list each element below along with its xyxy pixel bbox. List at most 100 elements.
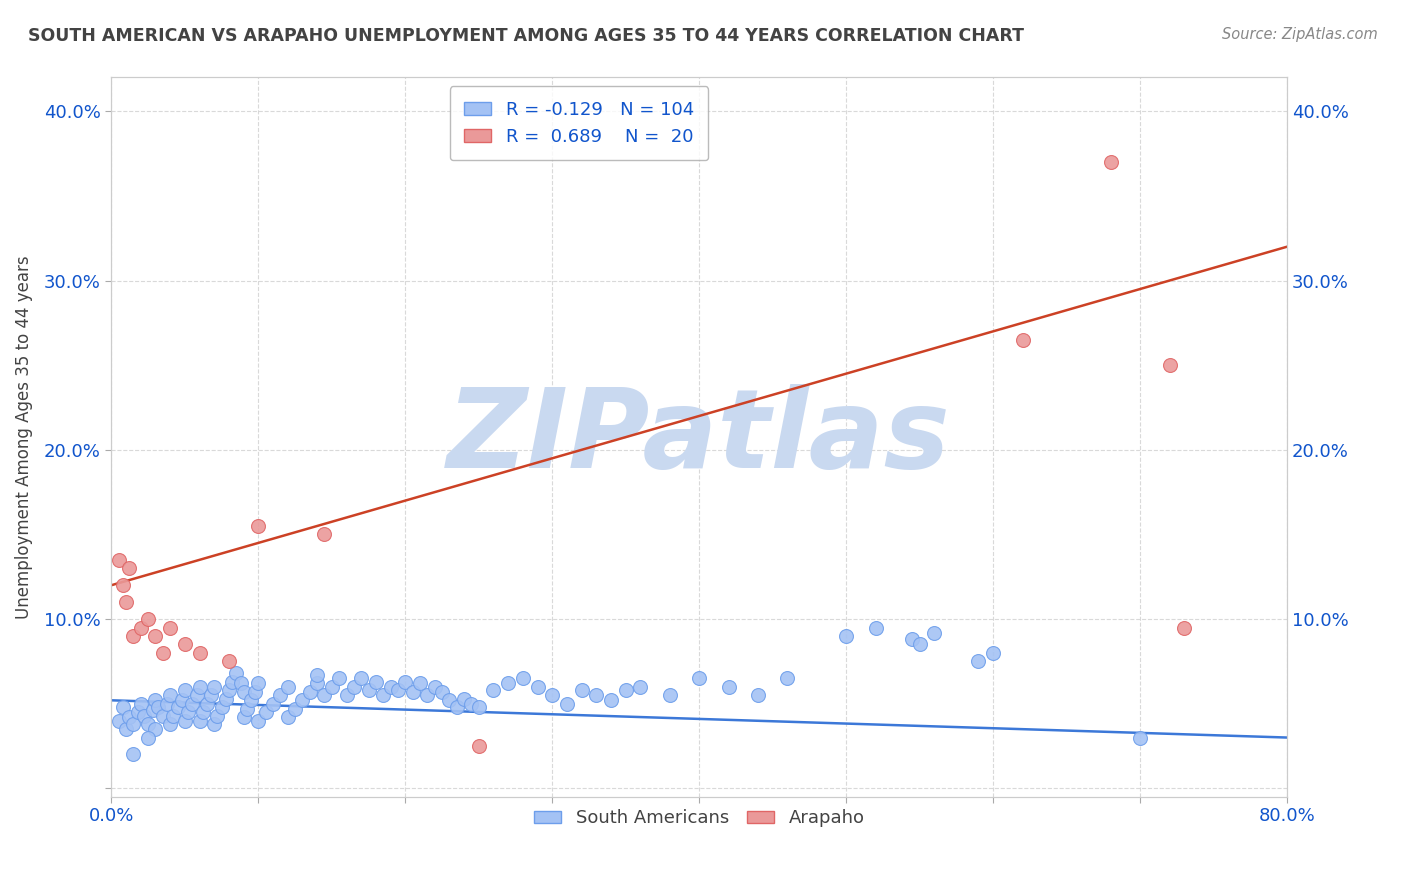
Point <box>127 705 149 719</box>
Point <box>468 700 491 714</box>
Point <box>600 693 623 707</box>
Point <box>328 671 350 685</box>
Point <box>112 700 135 714</box>
Point <box>555 697 578 711</box>
Point <box>614 683 637 698</box>
Point <box>235 702 257 716</box>
Point <box>148 700 170 714</box>
Point <box>188 680 211 694</box>
Point <box>173 637 195 651</box>
Point <box>630 680 652 694</box>
Point <box>202 717 225 731</box>
Point <box>152 708 174 723</box>
Point <box>835 629 858 643</box>
Point <box>335 688 357 702</box>
Point <box>191 705 214 719</box>
Point <box>115 722 138 736</box>
Point <box>658 688 681 702</box>
Point <box>136 612 159 626</box>
Point <box>380 680 402 694</box>
Text: ZIPatlas: ZIPatlas <box>447 384 950 491</box>
Point <box>776 671 799 685</box>
Point <box>717 680 740 694</box>
Point <box>526 680 548 694</box>
Point <box>298 685 321 699</box>
Point <box>118 710 141 724</box>
Point <box>321 680 343 694</box>
Point <box>1173 621 1195 635</box>
Point <box>129 697 152 711</box>
Point <box>967 654 990 668</box>
Point <box>221 674 243 689</box>
Point <box>496 676 519 690</box>
Point <box>159 621 181 635</box>
Point <box>908 637 931 651</box>
Point <box>373 688 395 702</box>
Point <box>307 668 329 682</box>
Point <box>277 710 299 724</box>
Y-axis label: Unemployment Among Ages 35 to 44 years: Unemployment Among Ages 35 to 44 years <box>15 255 32 619</box>
Point <box>747 688 769 702</box>
Point <box>232 685 254 699</box>
Point <box>156 697 179 711</box>
Point <box>240 693 263 707</box>
Point <box>225 666 247 681</box>
Point <box>186 688 208 702</box>
Point <box>247 714 270 728</box>
Point <box>202 680 225 694</box>
Point <box>162 708 184 723</box>
Point <box>115 595 138 609</box>
Text: Source: ZipAtlas.com: Source: ZipAtlas.com <box>1222 27 1378 42</box>
Point <box>453 691 475 706</box>
Point <box>129 621 152 635</box>
Point <box>350 671 373 685</box>
Point <box>468 739 491 753</box>
Point <box>173 683 195 698</box>
Point <box>402 685 425 699</box>
Point <box>218 683 240 698</box>
Point <box>200 688 222 702</box>
Point <box>218 654 240 668</box>
Point <box>307 676 329 690</box>
Point <box>460 697 482 711</box>
Point <box>291 693 314 707</box>
Point <box>387 683 409 698</box>
Point <box>159 688 181 702</box>
Point <box>1099 155 1122 169</box>
Point <box>357 683 380 698</box>
Legend: South Americans, Arapaho: South Americans, Arapaho <box>527 802 872 835</box>
Point <box>430 685 453 699</box>
Point <box>409 676 432 690</box>
Point <box>159 717 181 731</box>
Point <box>136 717 159 731</box>
Point <box>394 674 416 689</box>
Point <box>211 700 233 714</box>
Point <box>145 722 167 736</box>
Point <box>145 629 167 643</box>
Point <box>229 676 252 690</box>
Point <box>585 688 607 702</box>
Point <box>512 671 534 685</box>
Point <box>688 671 710 685</box>
Point <box>142 703 165 717</box>
Point <box>122 717 145 731</box>
Point <box>254 705 277 719</box>
Point <box>132 708 155 723</box>
Point <box>181 697 204 711</box>
Point <box>269 688 291 702</box>
Point <box>215 691 238 706</box>
Point <box>439 693 461 707</box>
Point <box>232 710 254 724</box>
Point <box>118 561 141 575</box>
Point <box>571 683 593 698</box>
Point <box>482 683 505 698</box>
Point <box>364 674 387 689</box>
Point <box>188 714 211 728</box>
Point <box>446 700 468 714</box>
Point <box>1011 333 1033 347</box>
Point <box>247 676 270 690</box>
Point <box>145 693 167 707</box>
Point <box>277 680 299 694</box>
Point <box>981 646 1004 660</box>
Point <box>1129 731 1152 745</box>
